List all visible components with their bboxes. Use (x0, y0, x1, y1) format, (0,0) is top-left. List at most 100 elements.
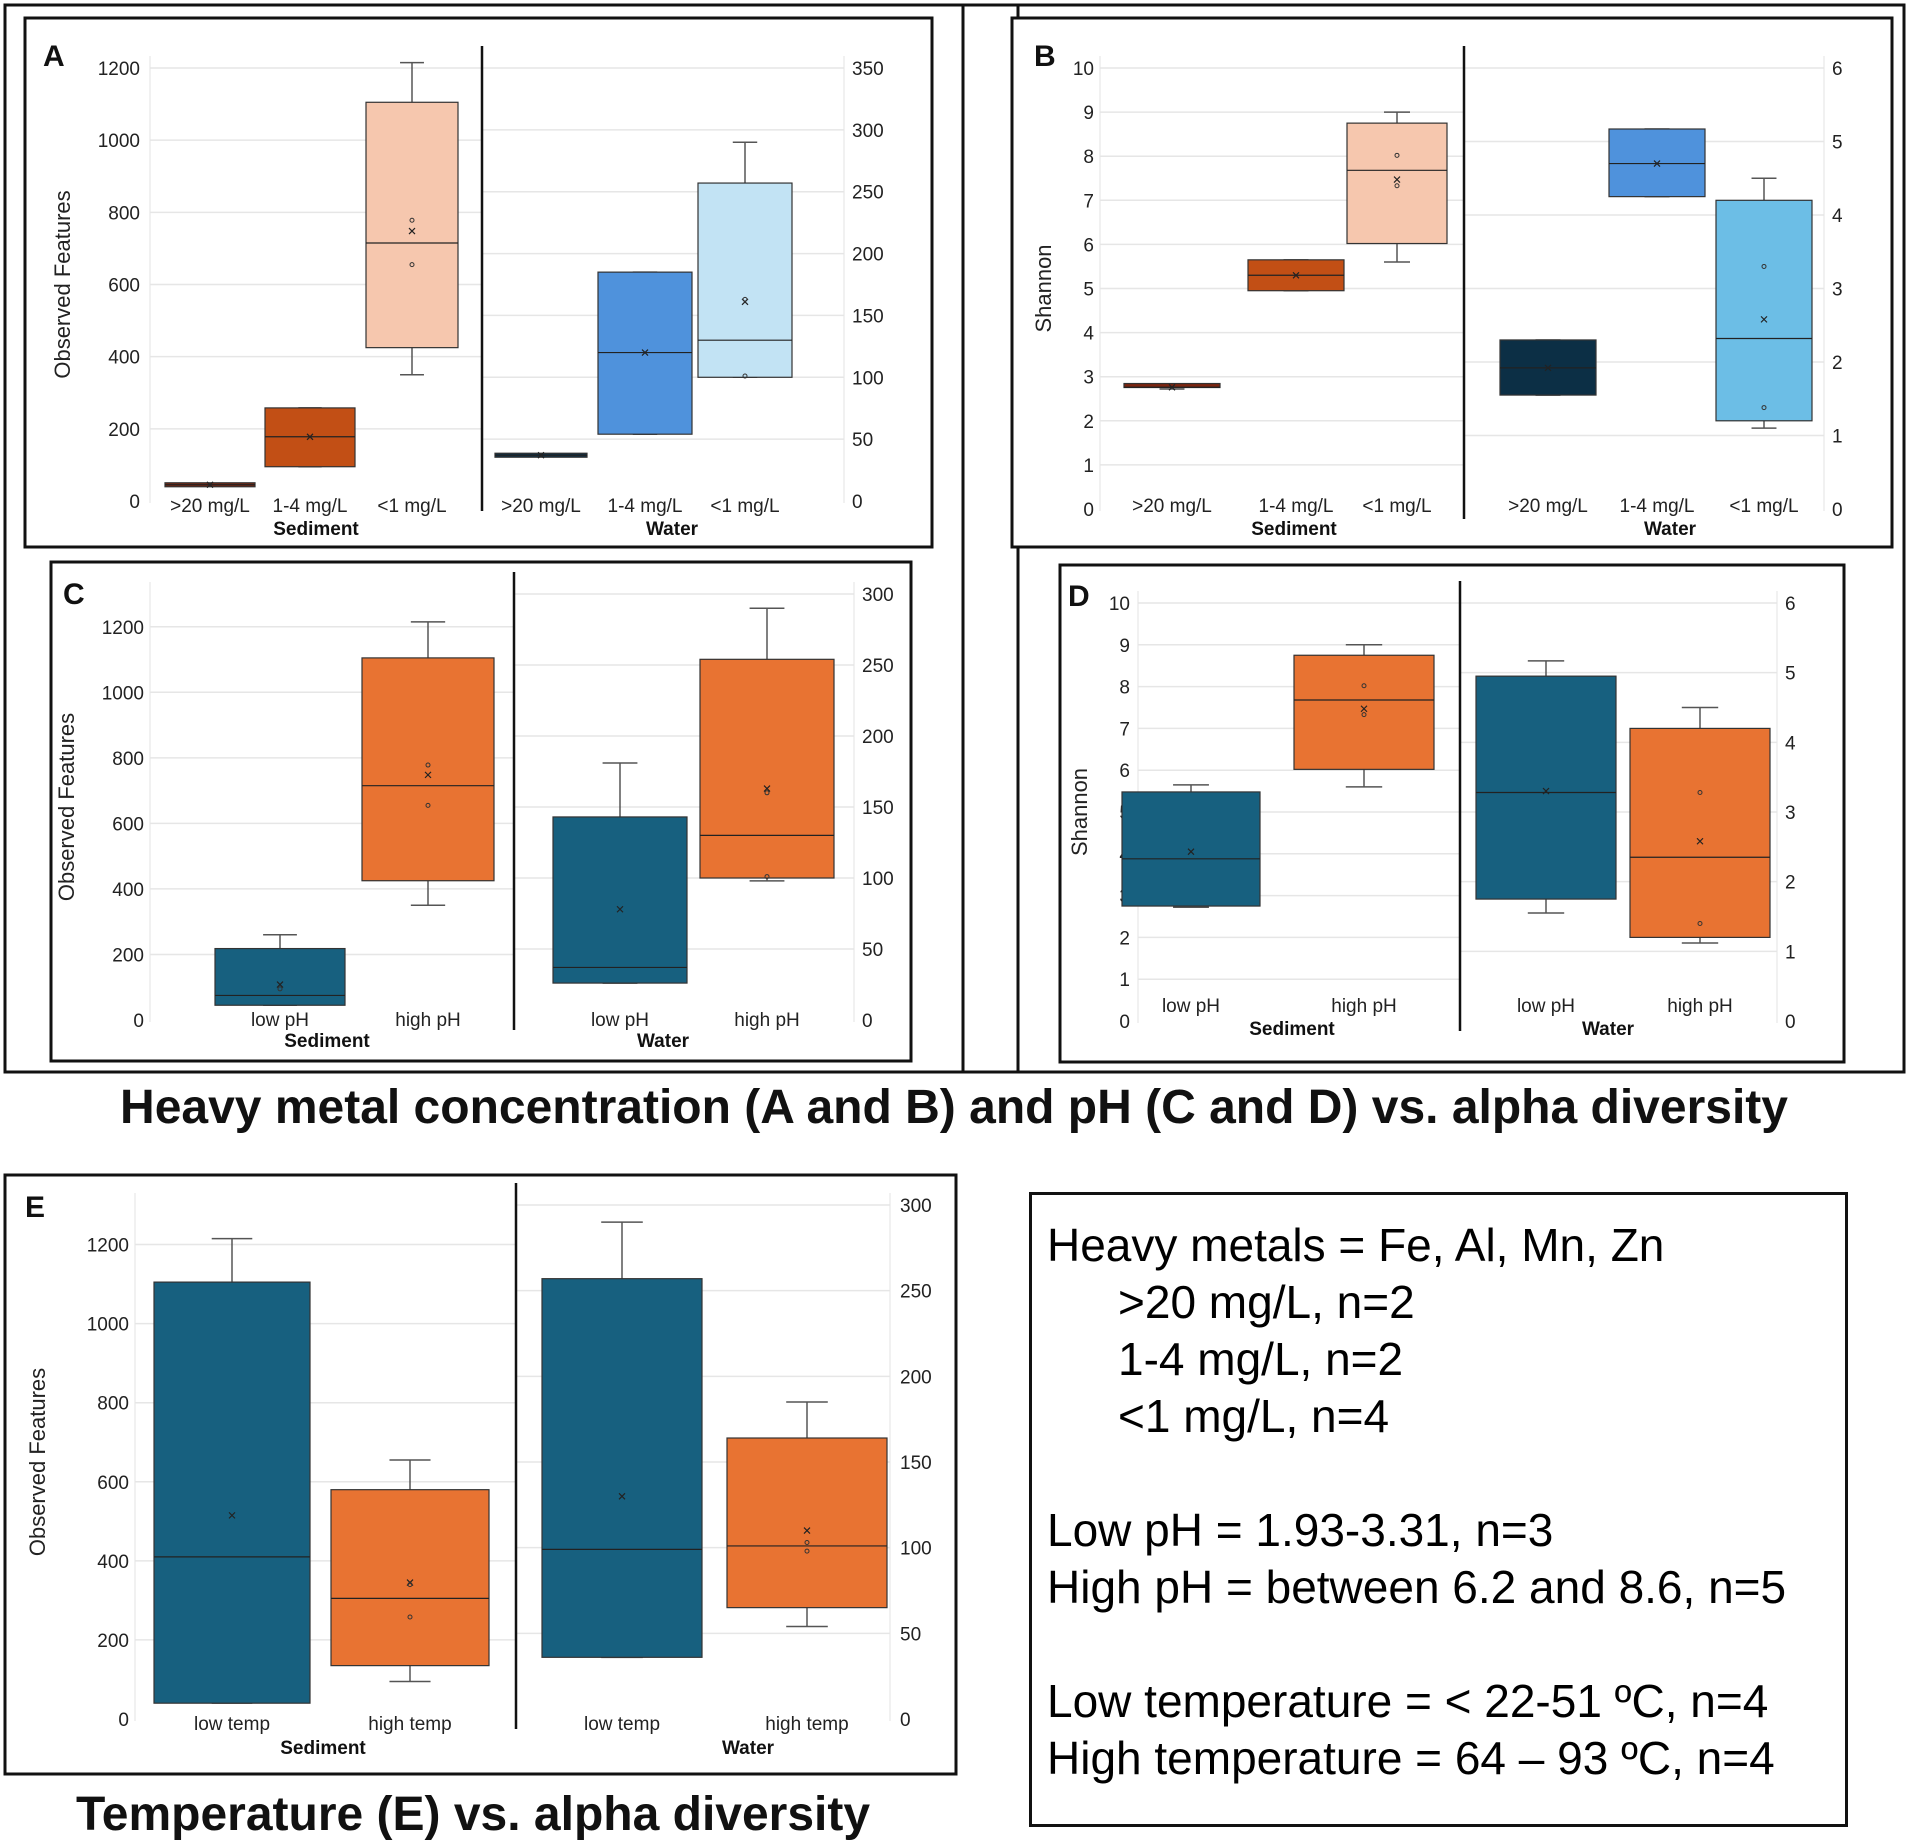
x-tick-label: low pH (1162, 996, 1220, 1017)
y-tick-label-right: 4 (1832, 206, 1843, 227)
y-tick-label-left: 7 (1119, 719, 1130, 740)
x-tick-label: 1-4 mg/L (608, 496, 683, 517)
box-plot (214, 934, 346, 1007)
y-tick-label-right: 250 (862, 656, 894, 677)
x-tick-label: high pH (1667, 996, 1733, 1017)
box (699, 658, 835, 879)
y-tick-label-left: 8 (1083, 147, 1094, 168)
y-tick-label-right: 100 (900, 1539, 932, 1560)
mean-marker (1168, 383, 1176, 391)
y-tick-label-right: 2 (1785, 873, 1796, 894)
y-tick-label-right: 3 (1832, 280, 1843, 301)
box-plot (699, 607, 835, 882)
box-plot (1121, 784, 1261, 909)
y-tick-label-right: 0 (862, 1011, 873, 1032)
caption-temperature: Temperature (E) vs. alpha diversity (76, 1788, 871, 1841)
box-plot (1499, 339, 1597, 396)
mean-marker (424, 771, 432, 779)
y-tick-label-left: 7 (1083, 191, 1094, 212)
mean-marker (1360, 705, 1368, 713)
panel-e: E 0 200 400 600 800 1000 1200 0 50 100 150 200 250 300… (3, 1173, 958, 1776)
mean-marker (1544, 364, 1552, 372)
y-tick-label-right: 150 (900, 1453, 932, 1474)
group-label: Sediment (1251, 519, 1337, 540)
data-point (1697, 789, 1703, 795)
data-point (742, 373, 748, 379)
x-tick-label: low pH (251, 1010, 309, 1031)
y-tick-label-left: 400 (112, 880, 144, 901)
y-tick-label-right: 1 (1785, 942, 1796, 963)
y-tick-label-left: 200 (108, 420, 140, 441)
x-tick-label: high pH (395, 1010, 461, 1031)
y-tick-label-left: 2 (1119, 928, 1130, 949)
mean-marker (1760, 315, 1768, 323)
y-tick-label-left: 1 (1083, 456, 1094, 477)
y-tick-label-right: 0 (1832, 500, 1843, 521)
y-tick-label-left: 0 (118, 1710, 129, 1731)
y-tick-label-right: 100 (852, 368, 884, 389)
x-tick-label: >20 mg/L (170, 496, 250, 517)
legend-low-temp: Low temperature = < 22-51 ºC, n=4 (1047, 1675, 1769, 1727)
y-tick-label-left: 1000 (98, 131, 140, 152)
y-tick-label-left: 8 (1119, 678, 1130, 699)
y-tick-label-right: 200 (900, 1367, 932, 1388)
y-tick-label-left: 1 (1119, 970, 1130, 991)
y-tick-label-left: 200 (112, 945, 144, 966)
y-tick-label-left: 0 (1119, 1012, 1130, 1033)
x-tick-label: >20 mg/L (501, 496, 581, 517)
mean-marker (206, 481, 214, 489)
box-plot (597, 271, 693, 435)
y-tick-label-right: 100 (862, 869, 894, 890)
box-plot (1715, 177, 1813, 429)
y-tick-label-left: 1200 (87, 1236, 129, 1257)
data-point (764, 790, 770, 796)
y-tick-label-right: 4 (1785, 733, 1796, 754)
x-tick-label: low pH (591, 1010, 649, 1031)
y-tick-label-left: 2 (1083, 412, 1094, 433)
box-plot (153, 1237, 311, 1704)
data-point (407, 1614, 413, 1620)
box-plot (1293, 644, 1435, 788)
data-point (1697, 920, 1703, 926)
legend-box: Heavy metals = Fe, Al, Mn, Zn >20 mg/L, … (1029, 1192, 1848, 1827)
box-plot (1475, 660, 1617, 914)
box-plot (361, 621, 495, 907)
y-tick-label-right: 5 (1832, 133, 1843, 154)
y-tick-label-left: 10 (1073, 59, 1094, 80)
box (697, 182, 793, 378)
mean-marker (763, 785, 771, 792)
data-point (1761, 263, 1767, 269)
y-tick-label-left: 600 (112, 814, 144, 835)
mean-marker (537, 451, 545, 459)
x-tick-label: high pH (734, 1010, 800, 1031)
group-label: Water (1644, 519, 1697, 540)
x-tick-label: <1 mg/L (377, 496, 446, 517)
mean-marker (1187, 848, 1195, 856)
y-tick-label-right: 50 (852, 430, 873, 451)
outer-frame-right (961, 3, 1906, 1074)
y-tick-label-left: 800 (97, 1394, 129, 1415)
y-tick-label-right: 250 (900, 1282, 932, 1303)
y-tick-label-left: 9 (1083, 103, 1094, 124)
box (153, 1281, 311, 1704)
panel-a: A 0 200 400 600 800 1000 1200 0 50 100 150 200 250 300… (23, 16, 934, 549)
y-tick-label-right: 1 (1832, 427, 1843, 448)
mean-marker (408, 227, 416, 235)
x-tick-label: 1-4 mg/L (1259, 496, 1334, 517)
y-tick-label-right: 6 (1832, 59, 1843, 80)
y-tick-label-right: 0 (900, 1710, 911, 1731)
group-label: Water (646, 519, 699, 540)
y-tick-label-right: 5 (1785, 664, 1796, 685)
data-point (804, 1548, 810, 1554)
group-label: Water (637, 1031, 690, 1052)
y-tick-label-left: 600 (108, 276, 140, 297)
box (365, 101, 459, 349)
y-tick-label-right: 50 (862, 940, 883, 961)
panel-c: C 0 200 400 600 800 1000 1200 0 50 100 150 200 250 300… (49, 560, 913, 1063)
data-point (407, 1582, 413, 1588)
data-point (425, 802, 431, 808)
data-point (804, 1540, 810, 1546)
y-axis-label: Observed Features (25, 1368, 50, 1556)
x-tick-label: high temp (765, 1714, 848, 1735)
x-tick-label: low pH (1517, 996, 1575, 1017)
